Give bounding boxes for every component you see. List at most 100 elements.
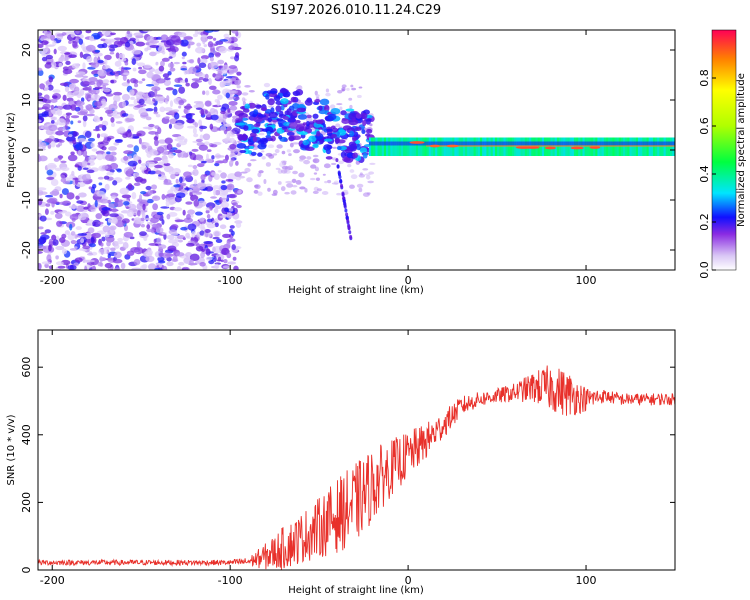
spectrogram-cell (667, 141, 672, 146)
spectrogram-cell (426, 141, 431, 146)
spectrogram-cell (573, 141, 578, 146)
spectrogram-cell (314, 166, 320, 172)
spectrogram-cell (170, 232, 179, 236)
spectrogram-cell (113, 91, 123, 96)
spectrogram-cell (57, 45, 68, 52)
spectrogram-cell (192, 168, 199, 176)
spectrogram-cell (257, 114, 267, 118)
spectrogram-cell (390, 141, 395, 146)
spectrogram-cell (38, 250, 43, 254)
spectrogram-cell (78, 192, 87, 198)
spectrogram-cell (149, 51, 157, 57)
spectrogram-cell (336, 103, 343, 106)
spectrogram-cell (196, 182, 207, 190)
spectrogram-cell (74, 177, 79, 185)
spectrogram-cell (228, 100, 238, 106)
spectrogram-cell (82, 62, 86, 70)
spectrogram-cell (83, 206, 89, 210)
spectrogram-cell (50, 120, 55, 124)
spectrogram-cell (411, 137, 416, 156)
spectrogram-cell (201, 223, 205, 230)
spectrogram-cell (52, 40, 57, 46)
spectrogram-cell (44, 229, 52, 234)
spectrogram-cell (552, 137, 557, 156)
spectrogram-cell (185, 232, 190, 239)
spectrogram-cell (147, 263, 157, 270)
spectrogram-cell (304, 188, 308, 193)
spectrogram-cell (173, 122, 184, 130)
spectrogram-cell (278, 135, 283, 140)
spectrogram-cell (161, 193, 166, 200)
spectrogram-cell (552, 141, 557, 146)
spectrogram-cell (563, 141, 568, 146)
spectrogram-cell (204, 73, 209, 79)
spectrogram-cell (263, 82, 271, 88)
spectrogram-cell (214, 162, 220, 167)
spectrogram-cell (88, 243, 96, 248)
spectrogram-cell (100, 33, 104, 37)
spectrogram-cell (68, 205, 79, 209)
spectrogram-cell (482, 141, 487, 146)
spectrogram-cell (44, 208, 49, 216)
spectrogram-cell (157, 244, 167, 250)
spectrogram-cell (304, 99, 313, 106)
spectrogram-cell (94, 49, 101, 53)
spectrogram-cell (265, 162, 272, 167)
spectrogram-cell (90, 236, 95, 244)
spectrogram-cell (94, 199, 98, 208)
spectrogram-cell (214, 160, 225, 164)
y-tick-label: 600 (20, 357, 33, 378)
snr-frame (37, 329, 676, 571)
spectrogram-cell (200, 58, 208, 64)
y-tick-label: -10 (20, 191, 33, 209)
spectrogram-x-ticks: -200 -100 0 100 (40, 30, 597, 287)
spectrogram-cell (161, 232, 168, 235)
spectrogram-cell (101, 30, 111, 37)
spectrogram-cell (163, 182, 173, 186)
spectrogram-cell (214, 75, 220, 80)
spectrogram-cell (452, 141, 457, 146)
spectrogram-cell (462, 141, 467, 146)
spectrogram-cell (267, 187, 271, 192)
spectrogram-cell (194, 30, 199, 35)
spectrogram-cell (644, 141, 649, 146)
spectrogram-cell (44, 62, 52, 69)
spectrogram-cell (558, 137, 563, 156)
spectrogram-cell (257, 172, 262, 178)
spectrogram-cell (82, 78, 90, 82)
spectrogram-cell (544, 146, 556, 150)
spectrogram-cell (340, 110, 347, 116)
spectrogram-cell (409, 137, 414, 156)
spectrogram-cell (210, 196, 217, 199)
spectrogram-cell (231, 118, 236, 123)
spectrogram-cell (47, 143, 52, 149)
spectrogram-cell (228, 208, 234, 212)
spectrogram-cell (157, 45, 165, 54)
spectrogram-cell (185, 201, 193, 205)
spectrogram-cell (501, 137, 506, 156)
spectrogram-cell (39, 215, 47, 222)
spectrogram-cell (324, 104, 330, 112)
spectrogram-cell (347, 164, 352, 168)
spectrogram-cell (407, 137, 412, 156)
x-tick-label: 100 (576, 274, 597, 287)
spectrogram-cell (195, 107, 203, 111)
y-tick-label: -20 (20, 241, 33, 259)
spectrogram-cell (122, 210, 128, 214)
spectrogram-cell (200, 108, 205, 116)
spectrogram-cell (165, 200, 170, 208)
spectrogram-cell (610, 137, 615, 156)
spectrogram-cell (139, 194, 143, 202)
spectrogram-cell (38, 119, 42, 123)
spectrogram-cell (153, 106, 158, 113)
spectrogram-cell (80, 238, 85, 244)
snr-x-axis-label: Height of straight line (km) (288, 585, 424, 596)
spectrogram-cell (342, 199, 346, 204)
spectrogram-cell (60, 174, 66, 179)
spectrogram-cell (218, 65, 224, 69)
spectrogram-cell (45, 45, 49, 52)
spectrogram-cell (243, 125, 249, 132)
spectrogram-cell (337, 90, 343, 94)
spectrogram-cell (180, 226, 188, 231)
y-tick-label: 20 (20, 43, 33, 57)
